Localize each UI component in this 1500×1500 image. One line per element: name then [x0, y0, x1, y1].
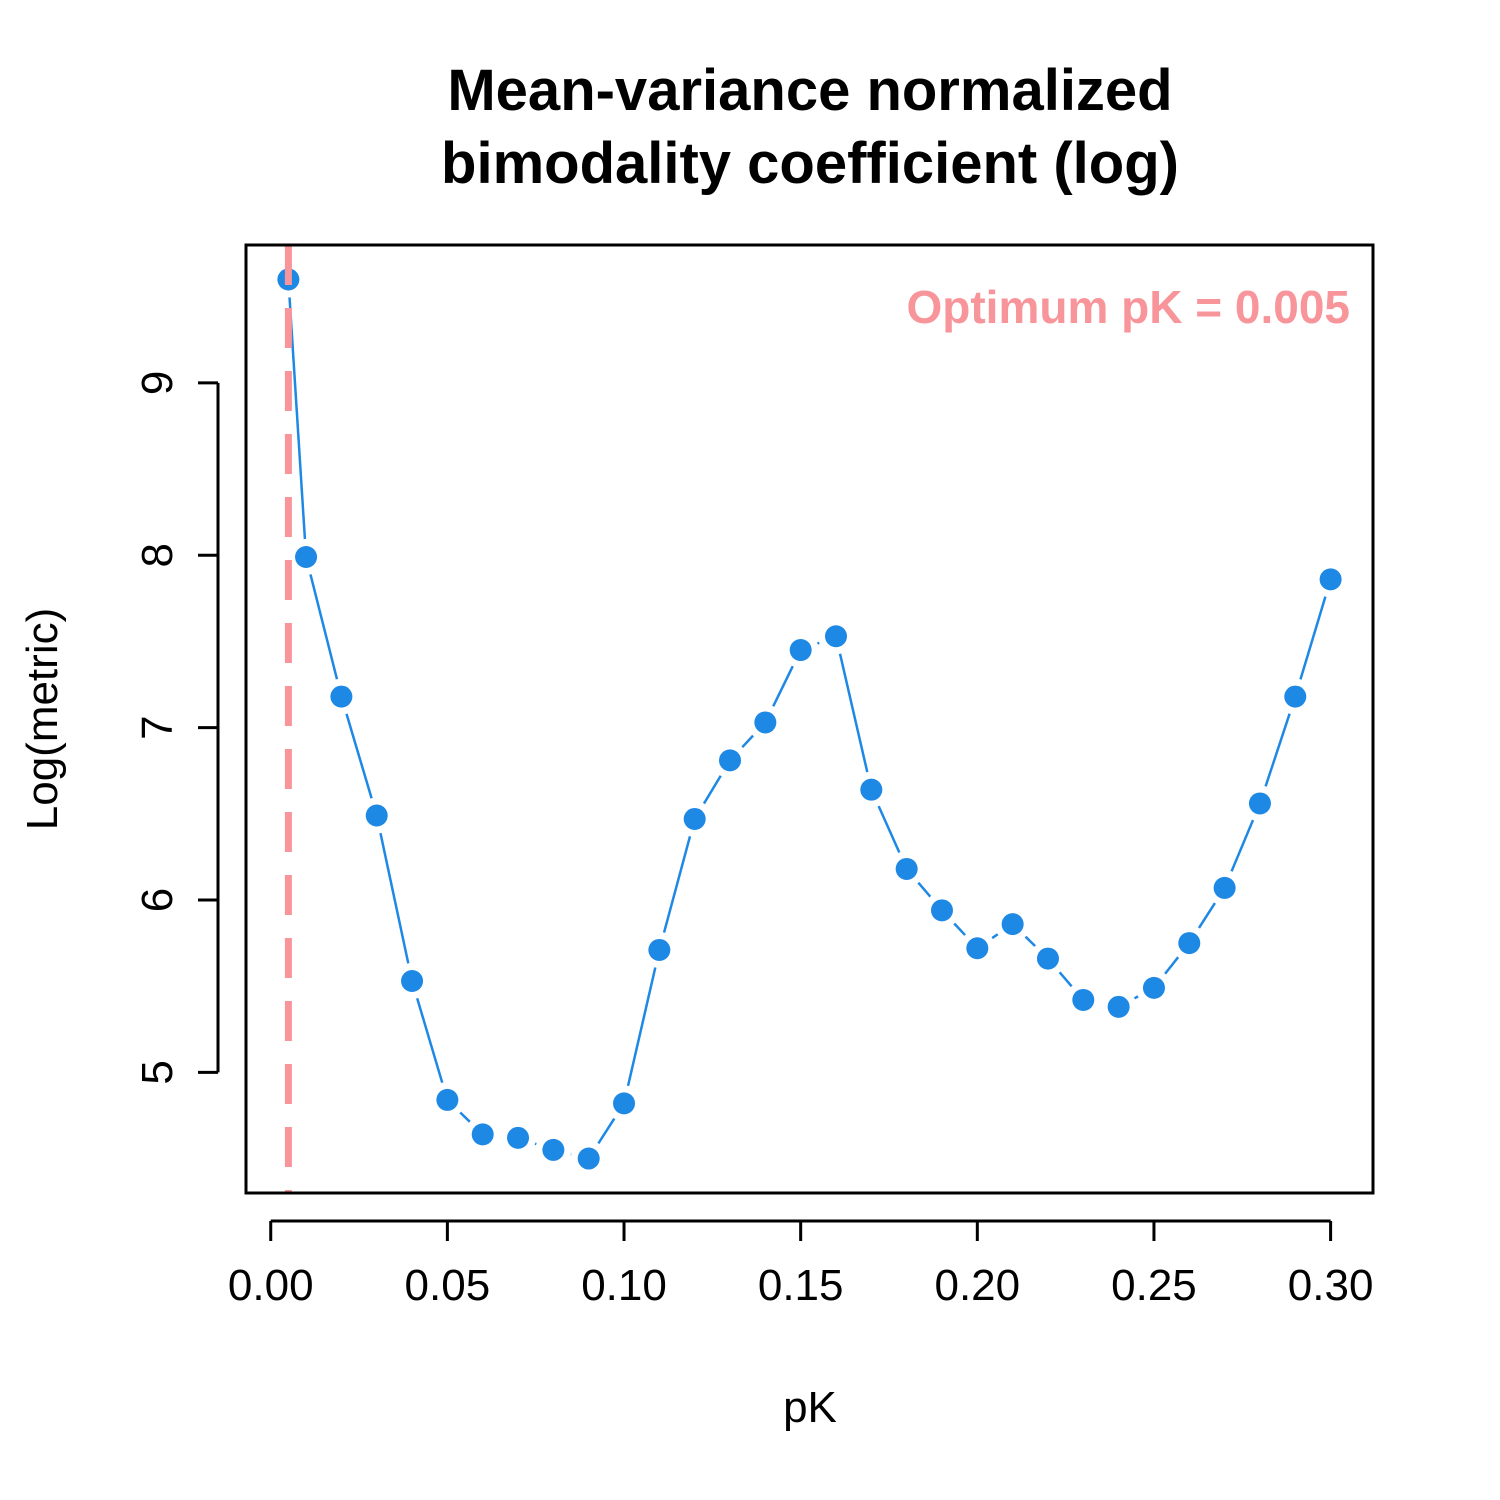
y-tick-label: 8: [133, 543, 182, 567]
data-point: [754, 711, 777, 734]
plot-content: [277, 245, 1342, 1193]
x-tick-label: 0.25: [1111, 1261, 1197, 1310]
series-line-segment: [838, 653, 869, 773]
series-line-segment: [662, 836, 692, 933]
data-point: [930, 899, 953, 922]
series-line-segment: [379, 832, 410, 964]
data-point: [330, 685, 353, 708]
series-line-segment: [1197, 902, 1216, 929]
data-point: [577, 1147, 600, 1170]
series-line-segment: [816, 641, 820, 645]
x-tick-label: 0.05: [405, 1261, 491, 1310]
data-point: [1248, 792, 1271, 815]
series-line-segment: [597, 1117, 616, 1145]
series-line-segment: [345, 713, 373, 799]
x-tick-label: 0.10: [581, 1261, 667, 1310]
series-line-segment: [1164, 956, 1180, 975]
y-axis-label: Log(metric): [18, 608, 67, 831]
data-point: [824, 625, 847, 648]
data-point: [613, 1092, 636, 1115]
data-point: [860, 778, 883, 801]
data-point: [1178, 932, 1201, 955]
data-point: [648, 938, 671, 961]
series-line-segment: [626, 967, 657, 1087]
y-tick-label: 7: [133, 715, 182, 739]
x-tick-label: 0.00: [228, 1261, 314, 1310]
y-tick-label: 6: [133, 888, 182, 912]
y-tick-label: 9: [133, 371, 182, 395]
data-point: [789, 639, 812, 662]
series-line-segment: [309, 574, 339, 680]
data-point: [365, 804, 388, 827]
series-line-segment: [459, 1111, 471, 1123]
series-line-segment: [1133, 995, 1139, 1000]
data-point: [507, 1126, 530, 1149]
series-line-segment: [1024, 935, 1036, 947]
series-line-segment: [917, 881, 932, 898]
data-point: [1319, 568, 1342, 591]
x-tick-label: 0.30: [1288, 1261, 1374, 1310]
series-line-segment: [702, 775, 722, 805]
data-point: [471, 1123, 494, 1146]
chart-title-line-1: Mean-variance normalized: [447, 58, 1172, 123]
data-point: [1072, 988, 1095, 1011]
data-point: [1107, 995, 1130, 1018]
data-point: [1284, 685, 1307, 708]
y-axis: 5 6 7 8 9: [133, 371, 220, 1085]
series-line-segment: [772, 665, 794, 707]
data-point: [1036, 947, 1059, 970]
series-line-segment: [1058, 971, 1073, 988]
x-axis: 0.00 0.05 0.10 0.15 0.20 0.25 0.30: [228, 1219, 1374, 1310]
series-line-segment: [953, 922, 966, 936]
series-line-segment: [1299, 596, 1327, 680]
data-point: [436, 1088, 459, 1111]
data-point: [966, 937, 989, 960]
series-line-segment: [741, 734, 754, 749]
data-point: [401, 969, 424, 992]
plot-frame: [244, 243, 1375, 1195]
data-point: [295, 545, 318, 568]
data-point: [1001, 913, 1024, 936]
series-line-segment: [991, 933, 999, 940]
data-point: [719, 749, 742, 772]
optimum-annotation: Optimum pK = 0.005: [906, 281, 1350, 333]
series-line-segment: [415, 997, 444, 1084]
series-line-segment: [288, 297, 307, 540]
data-point: [542, 1138, 565, 1161]
chart-title-line-2: bimodality coefficient (log): [441, 131, 1179, 196]
x-tick-label: 0.15: [758, 1261, 844, 1310]
data-point: [895, 857, 918, 880]
y-tick-label: 5: [133, 1060, 182, 1084]
x-axis-label: pK: [783, 1383, 837, 1432]
data-point: [683, 807, 706, 830]
data-point: [1142, 976, 1165, 999]
series-line-segment: [1230, 819, 1255, 872]
data-point: [1213, 876, 1236, 899]
series-line-segment: [877, 805, 901, 854]
x-tick-label: 0.20: [934, 1261, 1020, 1310]
series-line-segment: [1264, 713, 1291, 787]
